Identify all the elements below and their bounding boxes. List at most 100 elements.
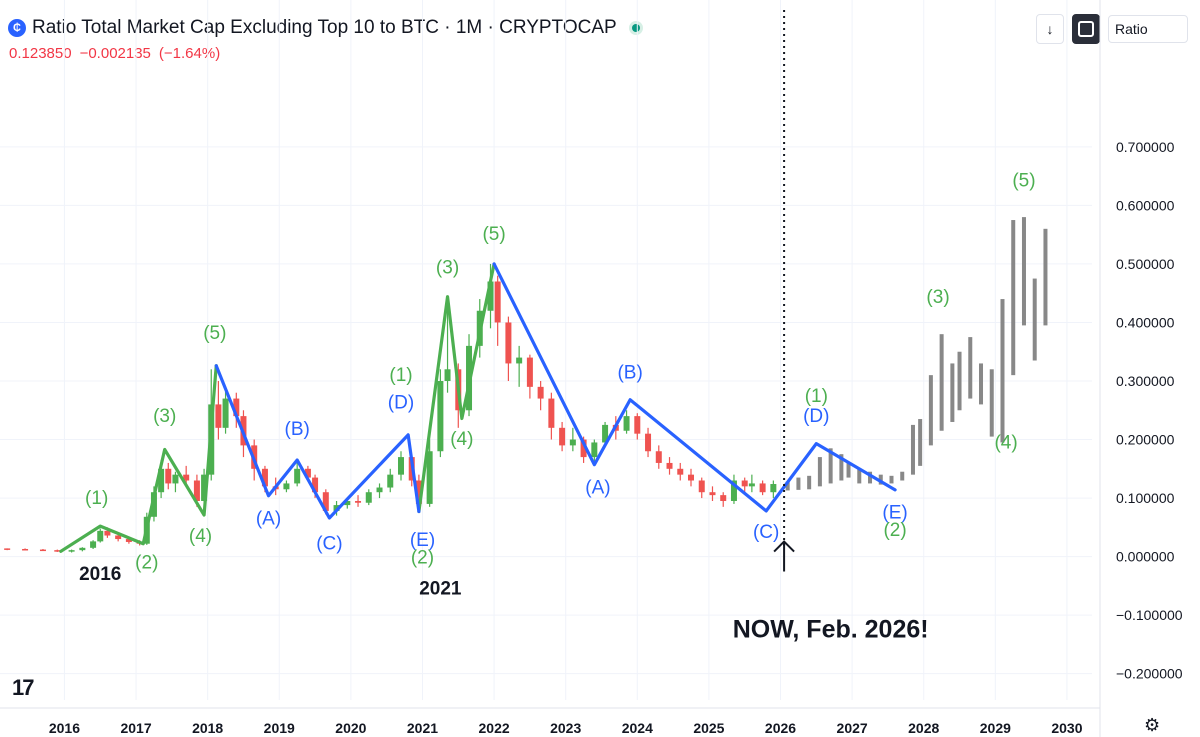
candle-body xyxy=(602,424,609,443)
x-tick-label: 2028 xyxy=(908,720,939,736)
wave-label: (E) xyxy=(882,503,907,524)
candle-body xyxy=(645,433,652,452)
x-tick-label: 2026 xyxy=(765,720,796,736)
wave-label: (4) xyxy=(994,432,1017,453)
x-tick-label: 2016 xyxy=(49,720,80,736)
y-tick-label: 0.200000 xyxy=(1116,432,1175,448)
projection-bar xyxy=(950,363,955,422)
y-tick-label: −0.100000 xyxy=(1116,607,1183,623)
cryptocap-logo-icon: ₵ xyxy=(8,19,26,37)
projection-bar xyxy=(900,471,905,481)
candle-body xyxy=(233,398,240,417)
wave-label: (B) xyxy=(285,419,310,440)
fullscreen-icon[interactable] xyxy=(1072,14,1100,44)
wave-label: (5) xyxy=(482,224,505,245)
candle-body xyxy=(97,530,104,542)
projection-bar xyxy=(828,448,833,484)
candle-body xyxy=(172,474,179,484)
chart-annotation: 2016 xyxy=(79,564,121,585)
wave-label: (5) xyxy=(1012,171,1035,192)
projection-bar xyxy=(910,424,915,475)
candle-body xyxy=(748,483,755,487)
x-tick-label: 2025 xyxy=(693,720,724,736)
wave-label: (2) xyxy=(411,548,434,569)
candle-body xyxy=(294,468,301,484)
candle-body xyxy=(415,480,422,504)
candle-body xyxy=(591,442,598,458)
candle-body xyxy=(548,398,555,428)
arrow-down-icon[interactable]: ↓ xyxy=(1036,14,1064,44)
tradingview-logo: 17 xyxy=(12,675,35,700)
projection-bar xyxy=(839,454,844,481)
candle-body xyxy=(215,404,222,428)
candle-body xyxy=(730,480,737,501)
projection-bar xyxy=(889,475,894,484)
y-tick-label: −0.200000 xyxy=(1116,666,1183,682)
wave-label: (C) xyxy=(753,522,779,543)
candle-body xyxy=(709,492,716,496)
projection-bar xyxy=(1032,278,1037,361)
candle-body xyxy=(516,357,523,364)
candle-body xyxy=(688,474,695,481)
x-tick-label: 2023 xyxy=(550,720,581,736)
projection-bar xyxy=(928,375,933,446)
gear-icon[interactable]: ⚙ xyxy=(1144,715,1161,735)
impulse-wave-line xyxy=(417,262,496,514)
projection-bar xyxy=(918,419,923,466)
projection-bar xyxy=(989,369,994,437)
x-tick-label: 2021 xyxy=(407,720,438,736)
candle-body xyxy=(104,530,111,536)
projection-bar xyxy=(785,481,790,491)
candle-body xyxy=(90,541,97,548)
candle-body xyxy=(4,548,11,550)
candle-body xyxy=(526,357,533,387)
candle-body xyxy=(698,480,705,493)
chart-annotation: 2021 xyxy=(419,579,462,600)
wave-label: (D) xyxy=(803,406,829,427)
wave-label: (3) xyxy=(436,257,459,278)
candle-body xyxy=(54,550,61,552)
candle-body xyxy=(193,480,200,501)
candle-body xyxy=(387,474,394,488)
candle-body xyxy=(201,474,208,501)
candle-body xyxy=(261,468,268,487)
candle-body xyxy=(39,549,46,552)
chart-header: ₵ Ratio Total Market Cap Excluding Top 1… xyxy=(8,14,643,42)
scale-mode-field[interactable] xyxy=(1108,15,1188,43)
candle-body xyxy=(158,468,165,493)
corrective-wave-line xyxy=(492,262,897,513)
candle-body xyxy=(125,539,132,542)
x-tick-label: 2027 xyxy=(837,720,868,736)
projection-bar xyxy=(796,477,801,490)
candle-body xyxy=(183,474,190,481)
candle-body xyxy=(312,477,319,493)
candle-body xyxy=(720,495,727,501)
wave-label: (4) xyxy=(450,429,473,450)
corrective-wave-line xyxy=(214,364,421,520)
chart-toolbar: ↓ xyxy=(1036,14,1188,44)
x-tick-label: 2030 xyxy=(1051,720,1082,736)
wave-label: (3) xyxy=(153,406,176,427)
candle-body xyxy=(344,500,351,506)
wave-label: (A) xyxy=(256,508,281,529)
projection-bar xyxy=(1000,299,1005,443)
projection-bar xyxy=(857,468,862,484)
candle-body xyxy=(115,535,122,540)
last-price: 0.123850 xyxy=(9,45,72,62)
projection-bar xyxy=(939,334,944,431)
candle-body xyxy=(437,381,444,452)
candle-body xyxy=(333,505,340,511)
candle-body xyxy=(569,439,576,446)
y-tick-label: 0.100000 xyxy=(1116,490,1175,506)
candle-body xyxy=(655,451,662,463)
candle-body xyxy=(222,398,229,428)
candle-body xyxy=(376,487,383,493)
candle-body xyxy=(397,457,404,475)
candle-body xyxy=(22,548,29,551)
projection-bar xyxy=(1021,217,1026,326)
y-tick-label: 0.400000 xyxy=(1116,314,1175,330)
projection-bar xyxy=(807,475,812,490)
wave-label: (C) xyxy=(316,534,342,555)
impulse-wave-line xyxy=(59,364,218,553)
